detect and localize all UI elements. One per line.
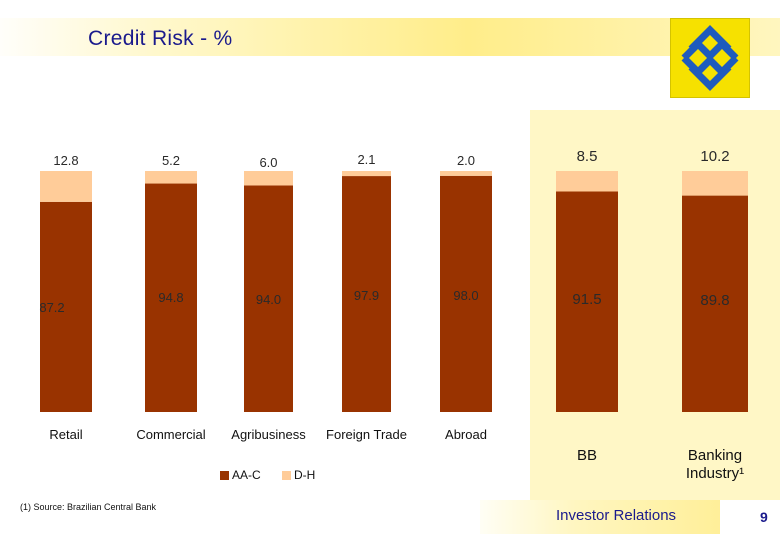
bar-aa-c-retail [40, 201, 92, 412]
bar-d-h-foreign-trade [342, 171, 391, 177]
category-label-retail: Retail [49, 427, 83, 442]
bar-d-h-commercial [145, 171, 197, 184]
category-label-commercial: Commercial [136, 427, 206, 442]
data-label-d-h-retail: 12.8 [53, 153, 79, 168]
footer-band [480, 500, 720, 534]
data-label-d-h-abroad: 2.0 [456, 153, 476, 168]
legend-swatch-d-h [282, 471, 292, 481]
category-label-bb: BB [576, 447, 597, 464]
data-label-d-h-foreign-trade: 2.1 [357, 152, 376, 167]
banco-do-brasil-logo-icon [670, 18, 750, 98]
bar-aa-c-banking-industry [682, 195, 748, 412]
category-label-foreign-trade: Foreign Trade [326, 427, 407, 442]
legend-swatch-aa-c [220, 471, 229, 481]
page-number: 9 [760, 509, 768, 525]
data-label-aa-c-bb: 91.5 [572, 291, 602, 308]
data-label-aa-c-foreign-trade: 97.9 [353, 288, 380, 303]
chart-legend: AA-C D-H [220, 468, 333, 482]
footnote: (1) Source: Brazilian Central Bank [20, 502, 157, 512]
bar-aa-c-bb [556, 191, 618, 412]
data-label-aa-c-agribusiness: 94.0 [255, 292, 282, 307]
bar-aa-c-abroad [440, 175, 492, 412]
title-band [0, 18, 780, 56]
category-label-abroad: Abroad [445, 427, 487, 442]
bar-d-h-retail [40, 171, 92, 202]
footer-label: Investor Relations [556, 507, 677, 524]
data-label-d-h-banking-industry: 10.2 [700, 148, 730, 165]
page-title: Credit Risk - % [88, 27, 233, 50]
category-label-banking-industry: Banking Industry¹ [685, 447, 745, 482]
data-label-aa-c-retail: 87.2 [39, 300, 65, 315]
legend-item-aa-c: AA-C [220, 468, 261, 482]
data-label-aa-c-commercial: 94.8 [158, 290, 184, 305]
category-label-agribusiness: Agribusiness [231, 427, 306, 442]
bar-aa-c-foreign-trade [342, 176, 391, 412]
data-label-d-h-commercial: 5.2 [161, 153, 181, 168]
bar-d-h-agribusiness [244, 171, 293, 186]
bar-d-h-banking-industry [682, 171, 748, 196]
bar-d-h-bb [556, 171, 618, 192]
bar-d-h-abroad [440, 171, 492, 176]
bar-aa-c-commercial [145, 183, 197, 412]
legend-item-d-h: D-H [282, 468, 315, 482]
bar-aa-c-agribusiness [244, 185, 293, 412]
data-label-d-h-bb: 8.5 [576, 148, 598, 165]
data-label-d-h-agribusiness: 6.0 [259, 155, 278, 170]
data-label-aa-c-banking-industry: 89.8 [700, 292, 730, 309]
data-label-aa-c-abroad: 98.0 [453, 288, 479, 303]
